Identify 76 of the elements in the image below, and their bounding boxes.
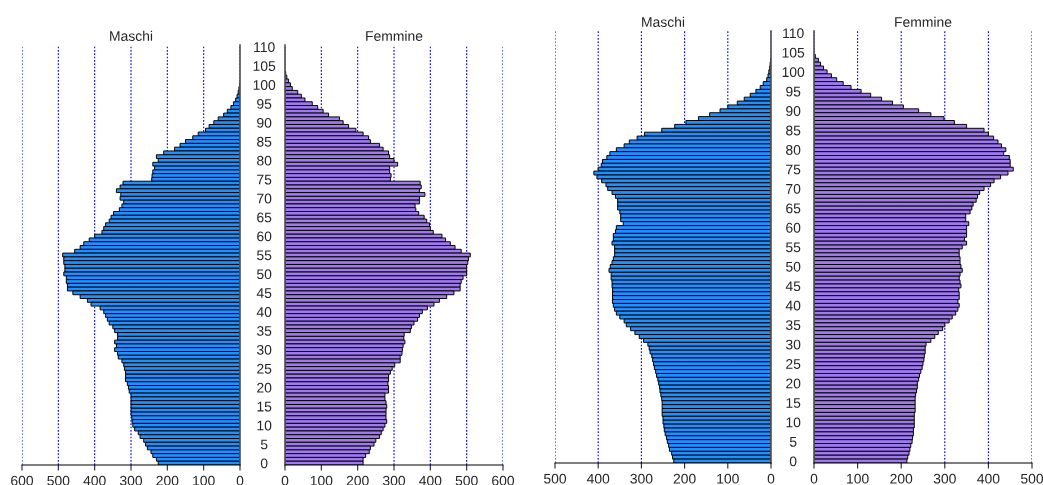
y-tick-label: 55 bbox=[257, 250, 272, 261]
x-tick-label: 400 bbox=[977, 473, 1000, 484]
x-tick-label: 300 bbox=[119, 475, 143, 485]
y-tick-label: 20 bbox=[786, 378, 801, 389]
x-tick-label: 200 bbox=[673, 473, 696, 484]
y-tick-label: 85 bbox=[257, 136, 272, 147]
y-tick-label: 60 bbox=[786, 222, 801, 233]
y-tick-label: 105 bbox=[782, 47, 805, 58]
y-tick-label: 0 bbox=[789, 456, 797, 467]
y-tick-label: 35 bbox=[785, 320, 801, 331]
y-tick-label: 100 bbox=[253, 80, 276, 90]
chart-title: Maschi bbox=[642, 16, 685, 27]
x-tick-label: 200 bbox=[346, 475, 369, 485]
chart-title: Femmine bbox=[895, 16, 952, 27]
y-tick-label: 45 bbox=[256, 288, 272, 299]
y-tick-label: 80 bbox=[257, 155, 272, 166]
x-tick-label: 500 bbox=[1020, 473, 1043, 484]
y-tick-label: 25 bbox=[786, 359, 801, 369]
y-tick-label: 55 bbox=[786, 242, 801, 253]
y-tick-label: 70 bbox=[786, 183, 801, 194]
x-tick-label: 100 bbox=[847, 473, 869, 484]
x-tick-label: 400 bbox=[83, 475, 106, 485]
x-tick-label: 500 bbox=[543, 473, 567, 484]
x-tick-label: 100 bbox=[310, 475, 333, 485]
y-tick-label: 15 bbox=[786, 398, 801, 408]
y-tick-label: 5 bbox=[789, 437, 797, 447]
x-tick-label: 400 bbox=[586, 473, 610, 484]
y-tick-label: 110 bbox=[783, 28, 804, 39]
x-tick-label: 200 bbox=[890, 473, 913, 484]
y-tick-label: 50 bbox=[257, 269, 272, 280]
y-tick-label: 90 bbox=[786, 106, 801, 116]
y-tick-label: 40 bbox=[785, 300, 801, 311]
y-tick-label: 75 bbox=[257, 174, 272, 185]
y-tick-label: 10 bbox=[786, 417, 801, 428]
x-tick-label: 300 bbox=[933, 473, 956, 484]
x-tick-label: 600 bbox=[492, 475, 515, 485]
x-tick-label: 0 bbox=[767, 473, 775, 484]
x-tick-label: 100 bbox=[193, 475, 215, 485]
chart-title: Femmine bbox=[366, 30, 423, 41]
y-tick-label: 10 bbox=[257, 420, 272, 431]
x-tick-label: 500 bbox=[455, 475, 478, 485]
y-tick-label: 30 bbox=[785, 339, 801, 350]
y-tick-label: 40 bbox=[256, 307, 272, 317]
y-tick-label: 20 bbox=[257, 382, 272, 393]
x-tick-label: 300 bbox=[630, 473, 653, 484]
y-tick-label: 75 bbox=[786, 164, 801, 175]
x-tick-label: 400 bbox=[419, 475, 442, 485]
y-tick-label: 60 bbox=[257, 231, 272, 242]
x-tick-label: 100 bbox=[717, 473, 739, 484]
x-tick-label: 500 bbox=[47, 475, 70, 485]
y-tick-label: 45 bbox=[785, 281, 801, 292]
y-tick-label: 90 bbox=[257, 117, 272, 128]
y-tick-label: 100 bbox=[782, 67, 805, 78]
chart-title: Maschi bbox=[110, 30, 153, 41]
y-tick-label: 65 bbox=[786, 203, 801, 214]
y-tick-label: 65 bbox=[257, 212, 272, 223]
x-tick-label: 600 bbox=[11, 475, 34, 485]
y-tick-label: 35 bbox=[256, 326, 272, 336]
x-tick-label: 200 bbox=[156, 475, 179, 485]
y-tick-label: 80 bbox=[786, 145, 801, 155]
x-tick-label: 300 bbox=[382, 475, 406, 485]
y-tick-label: 95 bbox=[786, 86, 801, 97]
x-tick-label: 0 bbox=[810, 473, 818, 484]
y-tick-label: 70 bbox=[257, 193, 272, 204]
y-tick-label: 85 bbox=[786, 125, 801, 136]
x-tick-label: 0 bbox=[281, 475, 289, 485]
y-tick-label: 110 bbox=[254, 42, 275, 53]
y-tick-label: 50 bbox=[786, 261, 801, 272]
y-tick-label: 5 bbox=[260, 439, 268, 450]
y-tick-label: 30 bbox=[256, 344, 272, 355]
y-tick-label: 25 bbox=[257, 363, 272, 374]
x-tick-label: 0 bbox=[236, 475, 244, 485]
y-tick-label: 105 bbox=[253, 61, 276, 71]
y-tick-label: 15 bbox=[257, 401, 272, 412]
y-tick-label: 0 bbox=[260, 458, 268, 469]
y-tick-label: 95 bbox=[257, 98, 272, 109]
